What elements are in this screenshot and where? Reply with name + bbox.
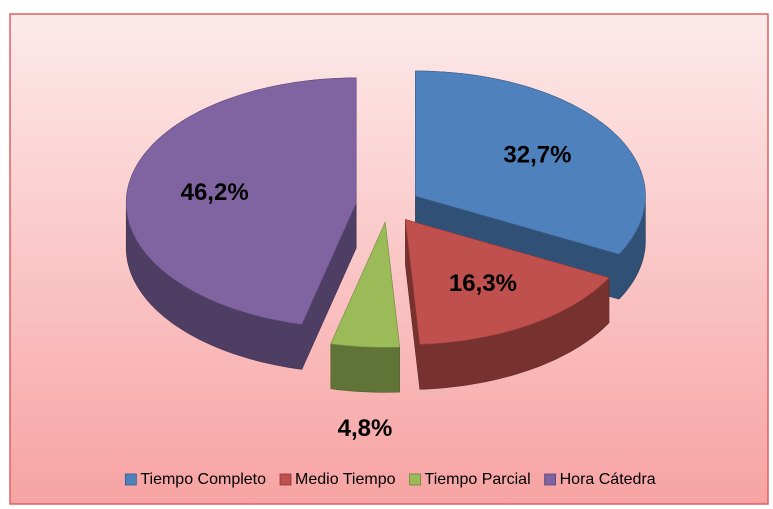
legend-swatch <box>544 473 557 486</box>
legend: Tiempo Completo Medio Tiempo Tiempo Parcia… <box>124 471 656 488</box>
legend-label: Tiempo Completo <box>140 471 266 488</box>
legend-swatch <box>279 473 292 486</box>
legend-swatch <box>409 473 421 486</box>
legend-label: Medio Tiempo <box>295 471 396 488</box>
legend-swatch <box>124 473 137 486</box>
data-label: 4,8% <box>338 415 393 442</box>
pie: 32,7% 16,3% 4,8% 46,2% <box>125 70 646 442</box>
slice <box>330 221 400 348</box>
legend-label: Hora Cátedra <box>560 471 656 488</box>
slice <box>415 70 646 255</box>
data-label: 16,3% <box>449 270 517 297</box>
data-label: 46,2% <box>181 179 249 206</box>
data-label: 32,7% <box>503 141 571 168</box>
slice <box>405 219 610 345</box>
legend-label: Tiempo Parcial <box>425 471 531 488</box>
slice <box>125 77 357 325</box>
